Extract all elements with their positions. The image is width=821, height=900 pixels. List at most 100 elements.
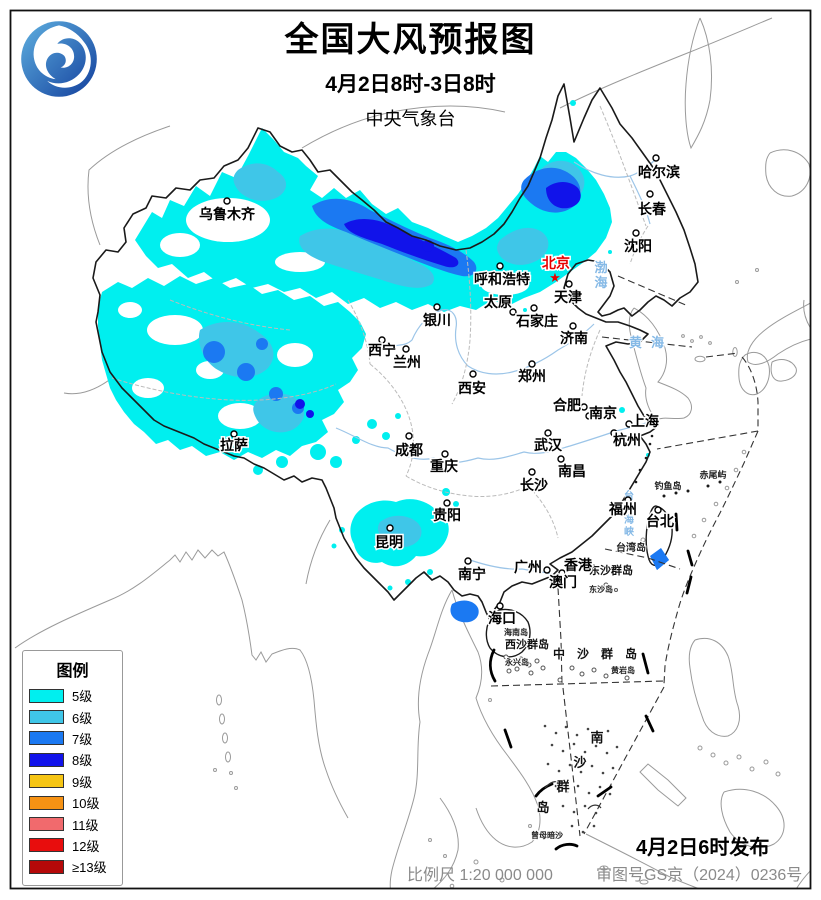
city-label: 济南 bbox=[560, 330, 588, 346]
city-label: 天津 bbox=[554, 289, 582, 305]
city-label: 兰州 bbox=[393, 354, 421, 370]
city-dot bbox=[530, 304, 538, 312]
legend-box: 图例 5级 6级 7级 8级 9级 10级 11级 12级 ≥13级 bbox=[22, 650, 123, 886]
wind-area-level8 bbox=[295, 182, 581, 418]
city-label: 沈阳 bbox=[624, 238, 652, 254]
map-label: 中沙群岛 bbox=[553, 646, 649, 661]
city-dot bbox=[464, 557, 472, 565]
taiwan-island bbox=[645, 505, 673, 567]
city-label: 西安 bbox=[458, 380, 486, 396]
legend-label: 11级 bbox=[72, 817, 99, 833]
issue-time: 4月2日6时发布 bbox=[636, 837, 770, 859]
city-dot bbox=[543, 566, 551, 574]
city-dot bbox=[549, 576, 557, 584]
china-boundary bbox=[92, 83, 699, 621]
legend-label: 9级 bbox=[72, 774, 93, 790]
city-label: 香港 bbox=[563, 557, 593, 573]
legend-label: ≥13级 bbox=[72, 860, 107, 876]
legend-swatch bbox=[29, 838, 64, 853]
legend-title: 图例 bbox=[56, 663, 89, 680]
city-dot bbox=[569, 322, 577, 330]
capital-star-icon: ★ bbox=[549, 270, 561, 285]
legend-items: 5级 6级 7级 8级 9级 10级 11级 12级 ≥13级 bbox=[29, 685, 122, 878]
city-label: 昆明 bbox=[375, 534, 403, 550]
city-label: 乌鲁木齐 bbox=[199, 206, 256, 222]
legend-row: 9级 bbox=[29, 771, 122, 792]
city-dot bbox=[496, 602, 504, 610]
city-label: 哈尔滨 bbox=[638, 164, 680, 180]
map-label: 南 bbox=[590, 730, 603, 745]
legend-swatch bbox=[29, 774, 64, 789]
city-dot bbox=[558, 569, 566, 577]
legend-label: 7级 bbox=[72, 731, 93, 747]
city-label: 长春 bbox=[638, 201, 667, 217]
approval-number: 审图号GS京（2024）0236号 bbox=[596, 867, 803, 884]
city-dot bbox=[624, 496, 632, 504]
city-dot bbox=[654, 506, 662, 514]
city-label: 贵阳 bbox=[433, 507, 461, 523]
city-dot bbox=[632, 229, 640, 237]
small-islands bbox=[213, 268, 781, 888]
city-label: 长沙 bbox=[520, 477, 548, 493]
city-dot bbox=[544, 429, 552, 437]
city-dot bbox=[441, 450, 449, 458]
city-label: 石家庄 bbox=[515, 313, 558, 329]
legend-label: 12级 bbox=[72, 838, 100, 854]
city-label: 杭州 bbox=[613, 432, 641, 448]
city-dot bbox=[443, 499, 451, 507]
map-label: 赤尾屿 bbox=[699, 469, 726, 480]
map-label: 黄海 bbox=[629, 335, 673, 350]
scs-island-dots bbox=[503, 582, 630, 834]
city-label: 南宁 bbox=[458, 566, 486, 582]
city-dot bbox=[402, 345, 410, 353]
legend-swatch bbox=[29, 859, 64, 874]
map-label: 海南岛 bbox=[504, 627, 528, 637]
taiwan-south-wind bbox=[650, 548, 669, 570]
map-label: 东沙群岛 bbox=[589, 563, 633, 577]
legend-label: 6级 bbox=[72, 710, 93, 726]
legend-row: ≥13级 bbox=[29, 856, 122, 877]
city-label: 郑州 bbox=[518, 368, 546, 384]
city-label: 福州 bbox=[608, 501, 637, 517]
city-label: 澳门 bbox=[549, 574, 577, 590]
city-label: 重庆 bbox=[430, 458, 458, 474]
map-label: 曾母暗沙 bbox=[531, 830, 563, 840]
city-label: 成都 bbox=[395, 442, 423, 458]
nine-dash-line bbox=[488, 512, 694, 851]
logo-swirl bbox=[33, 25, 91, 88]
map-label: 黄岩岛 bbox=[611, 665, 635, 675]
legend-swatch bbox=[29, 795, 64, 810]
maritime-dashed-lines bbox=[490, 275, 759, 837]
map-label: 西沙群岛 bbox=[505, 637, 549, 651]
province-borders bbox=[111, 105, 649, 539]
city-dot bbox=[469, 370, 477, 378]
city-dot bbox=[580, 403, 588, 411]
city-dot bbox=[528, 468, 536, 476]
city-label: 北京 bbox=[542, 255, 570, 271]
cma-logo bbox=[21, 21, 97, 97]
city-dot bbox=[223, 197, 231, 205]
map-label: 东沙岛 bbox=[589, 584, 613, 594]
city-label: 上海 bbox=[631, 413, 659, 429]
legend-label: 5级 bbox=[72, 689, 93, 705]
legend-swatch bbox=[29, 752, 64, 767]
city-label: 合肥 bbox=[553, 397, 581, 413]
shading-holes bbox=[118, 198, 529, 429]
map-label: 台湾海峡 bbox=[624, 489, 634, 538]
map-label: 永兴岛 bbox=[504, 657, 529, 667]
city-dot bbox=[652, 154, 660, 162]
legend-row: 10级 bbox=[29, 792, 122, 813]
city-label: 海口 bbox=[488, 610, 516, 626]
city-dot bbox=[230, 430, 238, 438]
city-dot bbox=[509, 308, 517, 316]
city-dot bbox=[386, 524, 394, 532]
city-label: 西宁 bbox=[368, 342, 396, 358]
city-dot bbox=[496, 262, 504, 270]
map-label: 群 bbox=[556, 779, 569, 794]
map-label: 台湾岛 bbox=[616, 541, 646, 554]
legend-row: 8级 bbox=[29, 749, 122, 770]
map-label: 岛 bbox=[536, 800, 549, 815]
legend-swatch bbox=[29, 688, 64, 703]
